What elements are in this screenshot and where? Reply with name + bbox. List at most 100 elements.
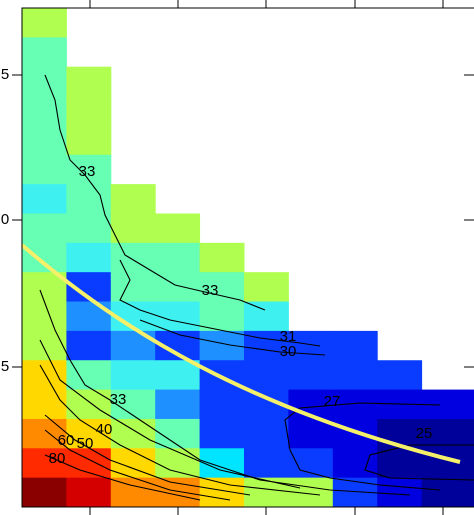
cell [22,242,67,273]
axes [12,0,474,515]
cell [22,360,67,391]
plot-frame [21,7,474,508]
cell [155,360,201,391]
cell [22,301,67,332]
y-tick-label: 0 [1,211,9,228]
cell [288,360,334,391]
contour-line [39,364,321,496]
cell [66,242,112,273]
cell [332,448,378,479]
cell [199,272,245,303]
contour-label: 27 [324,393,341,410]
cell [199,242,245,273]
cell [22,477,67,508]
cell [244,448,289,479]
y-tick-label: 5 [1,358,9,375]
contour-label: 80 [49,450,66,467]
cell [155,418,201,449]
cell [288,448,334,479]
contour-label: 30 [280,343,297,360]
cell [421,477,467,508]
fit-curve [20,243,461,464]
cell [199,301,245,332]
cell [66,360,112,391]
contour-line [39,339,301,489]
cell [66,125,112,156]
cell [466,389,474,420]
cell [377,448,423,479]
contour-line [44,429,231,501]
cell [244,360,289,391]
cell [244,477,289,508]
cell [199,418,245,449]
contour-label: 40 [96,421,113,438]
contour-label: 33 [110,391,127,408]
contours [39,74,474,501]
contour-label: 33 [79,163,96,180]
cell [377,477,423,508]
cell [244,301,289,332]
cell [199,389,245,420]
cell [110,477,156,508]
cell [110,389,156,420]
cell [66,96,112,126]
cell [22,125,67,156]
cell [377,360,423,391]
cell [288,418,334,449]
cell [244,272,289,303]
cell [22,418,67,449]
cell [22,184,67,214]
cell [66,213,112,244]
cell [466,418,474,449]
cell [155,448,201,479]
cell [66,330,112,361]
cell [155,242,201,273]
contour-line [139,319,326,356]
contour-line [44,74,266,311]
cell [110,184,156,214]
contour-line [119,259,321,347]
contour-label: 33 [202,282,219,299]
cell [22,96,67,126]
cell [466,477,474,508]
cell [22,37,67,68]
cell [22,330,67,361]
cell [332,360,378,391]
contour-labels: 33 33 31 30 27 25 33 40 50 60 80 [49,163,433,467]
cell [155,477,201,508]
cell [110,418,156,449]
cell [66,301,112,332]
contour-label: 31 [280,328,297,345]
cell [421,418,467,449]
cell [66,389,112,420]
contour-line [364,444,474,481]
cell [155,301,201,332]
cell [332,330,378,361]
contour-label: 60 [58,432,75,449]
heatmap-cells [22,8,474,508]
cell [288,330,334,361]
cell [22,8,67,38]
cell [199,448,245,479]
cell [110,360,156,391]
cell [66,184,112,214]
contour-line [44,414,251,496]
cell [110,272,156,303]
cell [110,242,156,273]
cell [332,418,378,449]
cell [22,448,67,479]
contour-line [39,289,411,496]
cell [466,448,474,479]
contour-label: 50 [77,435,94,452]
cell [155,213,201,244]
cell [66,477,112,508]
cell [244,418,289,449]
cell [22,66,67,97]
cell [155,389,201,420]
cell [66,418,112,449]
cell [22,213,67,244]
cell [110,213,156,244]
contour-line [284,402,441,491]
contour-line [44,454,201,501]
